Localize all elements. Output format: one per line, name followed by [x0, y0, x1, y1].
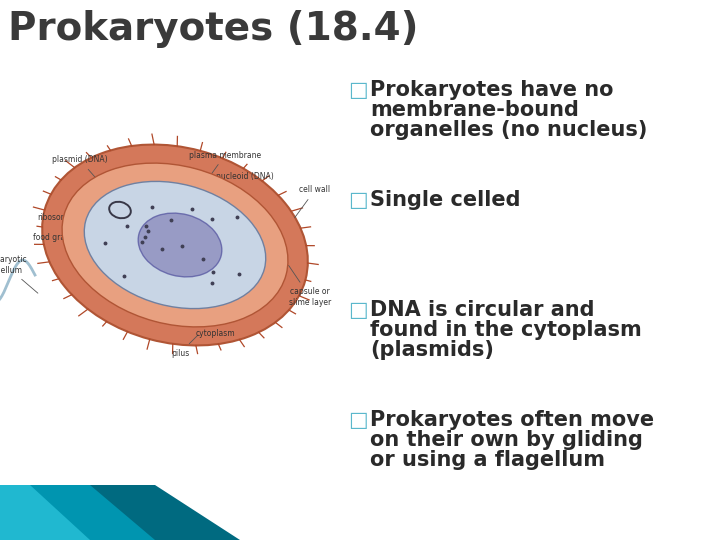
Polygon shape [0, 485, 155, 540]
Text: cytoplasm: cytoplasm [191, 262, 235, 338]
Polygon shape [0, 485, 90, 540]
Text: ribosomes: ribosomes [37, 213, 127, 234]
Ellipse shape [138, 213, 222, 277]
Text: Single celled: Single celled [370, 190, 521, 210]
Text: or using a flagellum: or using a flagellum [370, 450, 605, 470]
Text: Prokaryotes (18.4): Prokaryotes (18.4) [8, 10, 418, 48]
Ellipse shape [62, 163, 288, 327]
Text: cell wall: cell wall [294, 186, 330, 218]
Ellipse shape [84, 181, 266, 308]
Text: found in the cytoplasm: found in the cytoplasm [370, 320, 642, 340]
Text: nucleoid (DNA): nucleoid (DNA) [192, 172, 274, 238]
Text: organelles (no nucleus): organelles (no nucleus) [370, 120, 647, 140]
Text: plasma membrane: plasma membrane [189, 151, 261, 181]
Text: prokaryotic
flagellum: prokaryotic flagellum [0, 255, 38, 293]
Text: □: □ [348, 410, 368, 430]
Text: food granule: food granule [32, 220, 148, 241]
Text: plasmid (DNA): plasmid (DNA) [52, 156, 121, 207]
Text: pilus: pilus [171, 335, 198, 357]
Ellipse shape [42, 145, 308, 346]
Text: membrane-bound: membrane-bound [370, 100, 579, 120]
Text: on their own by gliding: on their own by gliding [370, 430, 643, 450]
Text: DNA is circular and: DNA is circular and [370, 300, 595, 320]
Text: capsule or
slime layer: capsule or slime layer [289, 265, 331, 307]
Polygon shape [0, 485, 240, 540]
Text: □: □ [348, 190, 368, 210]
Text: Prokaryotes often move: Prokaryotes often move [370, 410, 654, 430]
Text: □: □ [348, 300, 368, 320]
Text: Prokaryotes have no: Prokaryotes have no [370, 80, 613, 100]
Text: (plasmids): (plasmids) [370, 340, 494, 360]
Text: □: □ [348, 80, 368, 100]
